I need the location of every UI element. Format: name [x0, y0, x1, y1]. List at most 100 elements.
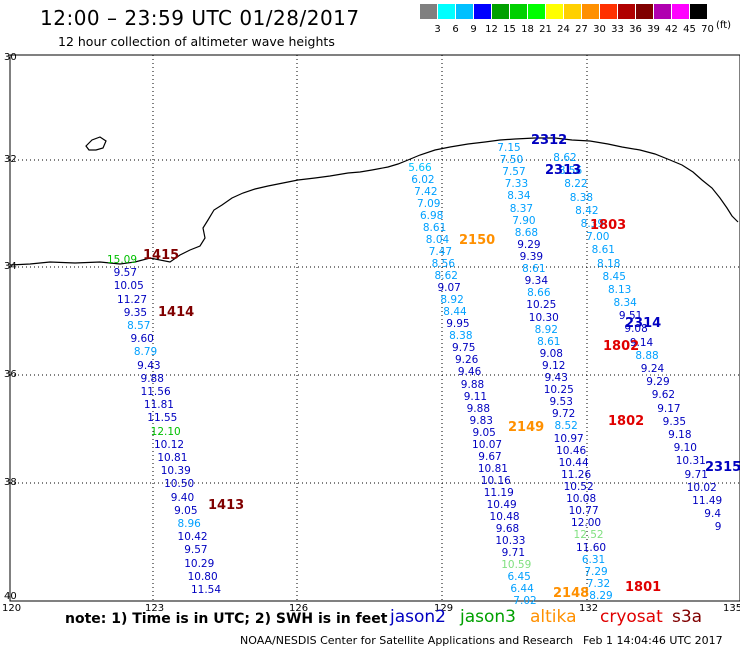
wave-height-value: 9.43	[137, 359, 161, 372]
scale-swatch	[456, 4, 473, 19]
wave-height-value: 10.29	[184, 557, 215, 570]
pass-label: 2148	[553, 586, 590, 601]
wave-height-value: 8.39	[580, 217, 605, 230]
lat-label-36: 36	[4, 369, 17, 380]
wave-height-value: 9.29	[517, 238, 541, 251]
wave-height-value: 9.18	[668, 428, 692, 441]
scale-swatch	[474, 4, 491, 19]
scale-swatch	[690, 4, 707, 19]
wave-height-value: 6.98	[419, 210, 444, 223]
wave-height-value: 11.55	[147, 412, 178, 425]
wave-height-value: 10.02	[686, 481, 717, 494]
wave-height-value: 8.38	[569, 191, 594, 204]
wave-height-value: 5.66	[408, 162, 432, 174]
wave-height-value: 9.26	[454, 354, 479, 367]
scale-label: 9	[470, 24, 477, 35]
scale-label: 12	[485, 24, 498, 35]
wave-height-value: 8.52	[554, 420, 578, 433]
pass-label: 2315	[705, 460, 740, 475]
wave-height-value: 8.96	[177, 518, 201, 530]
scale-label: 18	[521, 24, 534, 35]
wave-height-value: 10.59	[501, 558, 532, 571]
wave-height-value: 9.88	[466, 402, 491, 415]
legend-cryosat: cryosat	[600, 607, 663, 627]
lat-label-34: 34	[4, 261, 17, 272]
wave-height-value: 9.57	[113, 267, 138, 280]
wave-height-value: 9.67	[478, 450, 502, 463]
scale-swatch	[564, 4, 581, 19]
wave-height-value: 10.05	[113, 280, 144, 293]
small-island	[85, 136, 107, 151]
wave-height-value: 9.35	[662, 415, 687, 428]
scale-swatch	[618, 4, 635, 19]
pass-label: 1413	[208, 498, 245, 513]
wave-height-value: 11.60	[576, 541, 607, 554]
wave-height-value: 10.48	[489, 510, 520, 523]
scale-swatch	[492, 4, 509, 19]
wave-height-value: 8.37	[509, 202, 534, 215]
graticule	[10, 55, 740, 601]
wave-height-value: 9.60	[130, 333, 154, 346]
wave-height-value: 11.49	[692, 494, 723, 507]
wave-height-value: 10.31	[675, 455, 706, 468]
wave-height-value: 11.27	[117, 293, 148, 306]
wave-height-value: 11.26	[561, 468, 592, 481]
scale-swatch	[546, 4, 563, 19]
wave-height-value: 9.62	[651, 389, 676, 402]
wave-height-value: 10.81	[157, 452, 188, 464]
wave-height-value: 8.38	[449, 330, 473, 343]
wave-height-value: 11.56	[140, 386, 171, 398]
wave-height-value: 8.04	[425, 234, 450, 247]
color-scale-unit: (ft)	[716, 20, 732, 31]
lat-label-30: 30	[4, 52, 17, 63]
pass-label: 1802	[603, 339, 640, 354]
wave-height-value: 9.4	[704, 508, 721, 521]
wave-height-value: 9.11	[463, 390, 488, 403]
map-subtitle: 12 hour collection of altimeter wave hei…	[58, 34, 335, 49]
lon-label-123: 123	[145, 603, 165, 614]
legend-jason2: jason2	[390, 607, 446, 627]
scale-label: 39	[647, 24, 660, 35]
wave-height-value: 8.56	[431, 258, 456, 271]
footer-credit: NOAA/NESDIS Center for Satellite Applica…	[240, 634, 574, 647]
scale-label: 33	[611, 24, 624, 35]
wave-height-value: 9.05	[174, 504, 198, 517]
wave-height-value: 8.66	[527, 287, 551, 300]
wave-height-value: 7.32	[586, 577, 611, 590]
wave-height-value: 10.30	[528, 311, 559, 324]
wave-height-value: 9.05	[472, 426, 496, 439]
wave-height-value: 7.47	[428, 246, 453, 259]
wave-height-value: 8.61	[522, 263, 546, 276]
lat-label-32: 32	[4, 154, 17, 165]
pass-label: 1803	[590, 218, 627, 233]
wave-height-value: 8.22	[564, 178, 588, 191]
wave-height-value: 9.29	[646, 376, 670, 389]
wave-height-value: 10.52	[563, 481, 594, 494]
scale-label: 6	[452, 24, 459, 35]
pass-label: 1415	[143, 248, 180, 263]
scale-swatch	[672, 4, 689, 19]
wave-height-value: 9	[714, 521, 722, 534]
wave-height-value: 8.34	[613, 297, 637, 310]
wave-height-value: 7.29	[584, 565, 608, 578]
map-title: 12:00 – 23:59 UTC 01/28/2017	[40, 6, 360, 30]
pass-label: 2313	[545, 163, 582, 178]
wave-height-value: 10.80	[187, 570, 218, 583]
pass-label: 1414	[158, 305, 195, 320]
scale-label: 21	[539, 24, 552, 35]
wave-height-value: 10.16	[480, 474, 511, 487]
wave-height-value: 8.56	[558, 165, 583, 178]
wave-height-value: 10.77	[568, 505, 599, 518]
wave-height-value: 9.68	[495, 522, 520, 535]
wave-height-value: 12.00	[571, 517, 602, 530]
wave-height-value: 10.08	[566, 493, 597, 506]
wave-height-value: 8.45	[602, 270, 626, 283]
wave-height-value: 6.02	[411, 174, 435, 187]
lat-label-40: 40	[4, 591, 17, 602]
wave-height-value: 9.72	[551, 408, 576, 421]
pass-label: 1802	[608, 414, 645, 429]
wave-height-value: 9.43	[544, 372, 568, 385]
wave-height-value: 10.49	[486, 498, 517, 511]
wave-height-value: 9.57	[184, 544, 208, 557]
wave-height-value: 11.19	[483, 486, 514, 499]
